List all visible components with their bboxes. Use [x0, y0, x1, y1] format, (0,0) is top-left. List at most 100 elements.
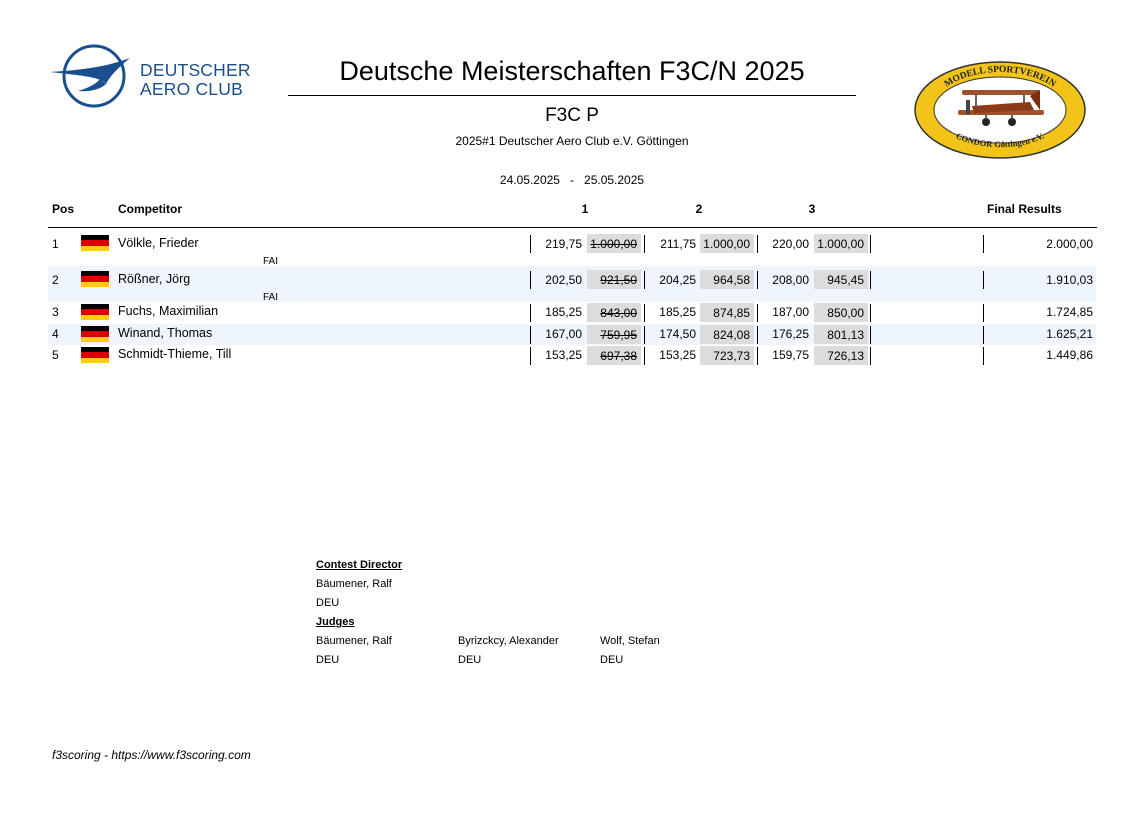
round-2-score: 874,85 [700, 303, 754, 322]
table-row: 4 Winand, Thomas 167,00 759,95 174,50 82… [48, 324, 1096, 345]
round-2-raw: 153,25 [659, 348, 696, 362]
column-separator [644, 235, 645, 253]
round-2-score: 824,08 [700, 325, 754, 344]
column-separator [757, 347, 758, 365]
column-header-competitor: Competitor [118, 202, 182, 216]
judge-name: Byrizckcy, Alexander [458, 635, 559, 647]
round-1-score: 843,00 [587, 303, 641, 322]
round-1-score: 1.000,00 [587, 234, 641, 253]
round-1-score: 759,95 [587, 325, 641, 344]
contest-director-heading: Contest Director [316, 559, 403, 571]
column-separator [870, 347, 871, 365]
competitor-license: FAI [263, 256, 279, 267]
round-2-score: 1.000,00 [700, 234, 754, 253]
club-logo: MODELL SPORTVEREIN CONDOR Göttingen e.V. [914, 61, 1086, 159]
final-result: 1.449,86 [1046, 348, 1093, 362]
round-1-raw: 167,00 [545, 327, 582, 341]
final-result: 1.625,21 [1046, 327, 1093, 341]
competitor-name: Rößner, Jörg [118, 272, 191, 286]
germany-flag-icon [81, 271, 109, 287]
column-separator [870, 271, 871, 289]
column-separator [530, 326, 531, 344]
judges-heading: Judges [316, 616, 355, 628]
column-separator [757, 235, 758, 253]
germany-flag-icon [81, 347, 109, 363]
column-separator [870, 304, 871, 322]
round-1-score: 697,38 [587, 346, 641, 365]
round-3-raw: 159,75 [772, 348, 809, 362]
contest-director-country: DEU [316, 597, 340, 609]
column-separator [530, 304, 531, 322]
column-header-round-2: 2 [695, 202, 703, 216]
competitor-name: Winand, Thomas [118, 326, 213, 340]
round-1-raw: 153,25 [545, 348, 582, 362]
column-separator [870, 326, 871, 344]
footer-credit: f3scoring - https://www.f3scoring.com [52, 748, 251, 762]
column-separator [983, 326, 984, 344]
round-3-raw: 220,00 [772, 237, 809, 251]
column-separator [983, 347, 984, 365]
judge-country: DEU [458, 654, 482, 666]
date-range: 24.05.2025 - 25.05.2025 [288, 173, 856, 187]
page-title: Deutsche Meisterschaften F3C/N 2025 [339, 56, 805, 86]
round-3-raw: 208,00 [772, 273, 809, 287]
column-header-round-3: 3 [808, 202, 816, 216]
round-2-raw: 185,25 [659, 305, 696, 319]
germany-flag-icon [81, 326, 109, 342]
judge-name: Wolf, Stefan [600, 635, 660, 647]
final-result: 1.724,85 [1046, 305, 1093, 319]
row-position: 2 [52, 273, 59, 287]
table-row: 1 Völkle, Frieder FAI 219,75 1.000,00 21… [48, 230, 1096, 267]
row-position: 4 [52, 327, 59, 341]
dac-logo-line2: AERO CLUB [140, 79, 243, 99]
round-1-raw: 219,75 [545, 237, 582, 251]
column-header-final-results: Final Results [987, 202, 1062, 216]
column-separator [530, 347, 531, 365]
round-2-score: 723,73 [700, 346, 754, 365]
date-separator: - [570, 173, 574, 187]
column-header-round-1: 1 [581, 202, 589, 216]
round-2-raw: 174,50 [659, 327, 696, 341]
contest-name: 2025#1 Deutscher Aero Club e.V. Göttinge… [455, 134, 689, 148]
round-3-raw: 187,00 [772, 305, 809, 319]
competitor-name: Völkle, Frieder [118, 236, 199, 250]
title-divider [288, 95, 856, 96]
column-separator [757, 271, 758, 289]
dac-eagle-icon [50, 44, 130, 108]
germany-flag-icon [81, 304, 109, 320]
competitor-name: Fuchs, Maximilian [118, 304, 219, 318]
date-from: 24.05.2025 [499, 173, 560, 187]
table-row: 5 Schmidt-Thieme, Till 153,25 697,38 153… [48, 345, 1096, 367]
column-separator [644, 326, 645, 344]
judge-country: DEU [316, 654, 340, 666]
column-separator [983, 235, 984, 253]
column-separator [530, 271, 531, 289]
round-3-score: 850,00 [814, 303, 868, 322]
column-separator [530, 235, 531, 253]
column-separator [644, 304, 645, 322]
round-3-score: 945,45 [814, 270, 868, 289]
biplane-icon [958, 90, 1044, 126]
judge-country: DEU [600, 654, 624, 666]
table-row: 3 Fuchs, Maximilian 185,25 843,00 185,25… [48, 302, 1096, 324]
column-separator [870, 235, 871, 253]
competitor-name: Schmidt-Thieme, Till [118, 347, 232, 361]
round-1-raw: 202,50 [545, 273, 582, 287]
column-separator [757, 304, 758, 322]
final-result: 1.910,03 [1046, 273, 1093, 287]
table-row: 2 Rößner, Jörg FAI 202,50 921,50 204,25 … [48, 266, 1096, 303]
column-separator [644, 271, 645, 289]
round-2-score: 964,58 [700, 270, 754, 289]
judge-name: Bäumener, Ralf [316, 635, 392, 647]
round-2-raw: 204,25 [659, 273, 696, 287]
germany-flag-icon [81, 235, 109, 251]
row-position: 5 [52, 348, 59, 362]
dac-logo [50, 44, 130, 108]
dac-logo-line1: DEUTSCHER [140, 60, 251, 80]
row-position: 3 [52, 305, 59, 319]
column-separator [983, 271, 984, 289]
competitor-license: FAI [263, 292, 279, 303]
date-to: 25.05.2025 [584, 173, 645, 187]
column-separator [983, 304, 984, 322]
round-3-score: 726,13 [814, 346, 868, 365]
